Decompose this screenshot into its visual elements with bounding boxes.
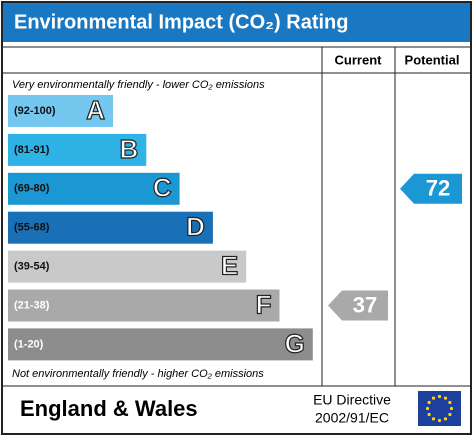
top-note: Very environmentally friendly - lower CO… <box>12 79 265 91</box>
eu-stars <box>425 394 454 423</box>
star <box>427 412 431 417</box>
band-range: (81-91) <box>14 144 50 156</box>
band-range: (92-100) <box>14 105 56 117</box>
region: England & Wales <box>20 396 198 421</box>
band-letter: B <box>120 134 139 164</box>
band-letter: E <box>221 250 238 280</box>
column-header: Potential <box>405 52 460 67</box>
band <box>8 211 213 244</box>
star <box>425 406 430 411</box>
rating-arrow <box>400 173 462 204</box>
band <box>8 289 280 322</box>
band <box>8 250 247 283</box>
star <box>449 406 454 411</box>
band-range: (21-38) <box>14 299 50 311</box>
directive: 2002/91/EC <box>315 410 389 426</box>
star <box>431 417 436 421</box>
band-range: (39-54) <box>14 261 50 273</box>
band-letter: F <box>256 289 272 319</box>
band-range: (69-80) <box>14 183 50 195</box>
rating-arrow <box>328 290 388 321</box>
band-letter: D <box>186 212 205 242</box>
band <box>8 328 313 361</box>
rating-value: 37 <box>353 292 377 317</box>
star <box>431 396 436 400</box>
band-letter: G <box>285 328 305 358</box>
directive: EU Directive <box>313 392 391 408</box>
band <box>8 95 113 127</box>
star <box>448 400 452 405</box>
chart-title: Environmental Impact (CO₂) Rating <box>14 11 348 33</box>
star <box>443 417 448 421</box>
star <box>437 394 442 399</box>
star <box>427 400 431 405</box>
star <box>443 396 448 400</box>
bottom-note: Not environmentally friendly - higher CO… <box>12 368 264 380</box>
band-letter: A <box>86 95 105 125</box>
column-header: Current <box>335 52 383 67</box>
band <box>8 133 147 166</box>
star <box>448 412 452 417</box>
band <box>8 172 180 205</box>
band-range: (1-20) <box>14 338 44 350</box>
band-range: (55-68) <box>14 222 50 234</box>
star <box>437 418 442 423</box>
rating-value: 72 <box>426 176 450 201</box>
title-bar <box>3 3 470 42</box>
band-letter: C <box>153 173 172 203</box>
